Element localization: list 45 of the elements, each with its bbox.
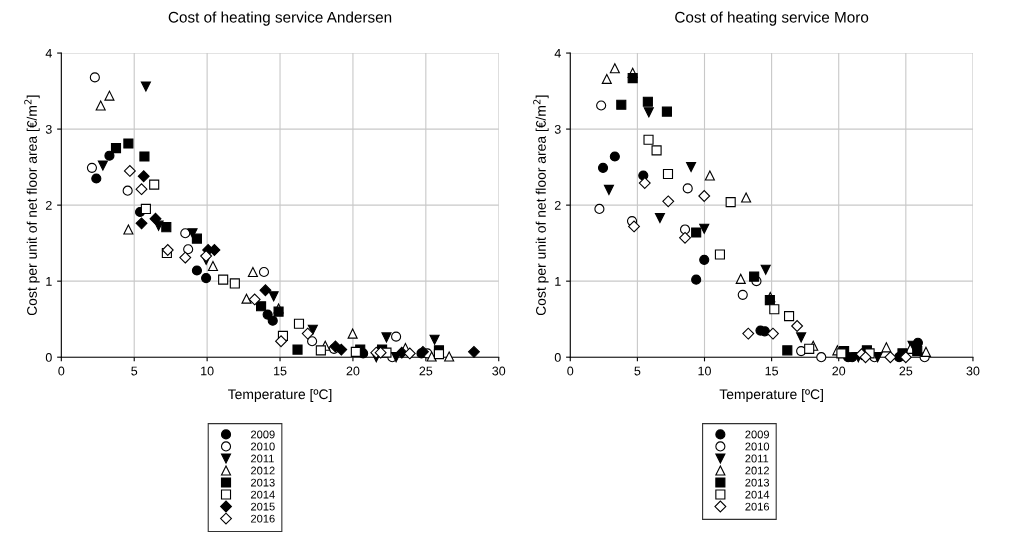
x-axis-title: Temperature [ºC]	[228, 388, 332, 402]
x-axis-title: Temperature [ºC]	[719, 388, 823, 402]
legend-label: 2011	[251, 454, 274, 463]
y-tick-label: 1	[555, 277, 561, 286]
legend-label: 2012	[251, 466, 275, 475]
legend-label: 2016	[251, 514, 275, 523]
legend-label: 2010	[251, 442, 275, 451]
x-tick-label: 10	[201, 366, 214, 376]
y-axis-title: Cost per unit of net floor area [€/m$^{2}$]	[533, 95, 549, 316]
x-tick-label: 25	[419, 366, 433, 376]
y-tick-label: 2	[554, 200, 561, 210]
legend-label: 2009	[251, 430, 275, 439]
x-tick-label: 15	[765, 366, 779, 376]
legend-label: 2013	[251, 478, 275, 487]
legend-label: 2014	[745, 490, 770, 499]
x-tick-label: 10	[698, 366, 711, 376]
legend-label: 2014	[251, 490, 275, 499]
chart-title: Cost of heating service Andersen	[168, 11, 392, 26]
chart-title: Cost of heating service Moro	[675, 11, 869, 26]
y-tick-label: 3	[45, 124, 52, 134]
legend-label: 2012	[745, 466, 769, 475]
x-tick-label: 20	[346, 366, 360, 376]
legend-label: 2016	[745, 502, 770, 511]
y-tick-label: 4	[45, 48, 52, 58]
x-tick-label: 25	[899, 366, 913, 376]
y-tick-label: 4	[554, 48, 561, 58]
x-tick-label: 0	[58, 366, 65, 376]
y-tick-label: 3	[554, 124, 561, 134]
x-tick-label: 30	[966, 366, 980, 376]
x-tick-label: 30	[492, 366, 506, 376]
legend-label: 2011	[745, 454, 769, 463]
y-tick-label: 0	[554, 352, 561, 362]
legend-label: 2013	[745, 478, 770, 487]
y-tick-label: 1	[46, 277, 52, 286]
y-axis-title: Cost per unit of net floor area [€/m$^{2}$]	[24, 95, 40, 316]
x-tick-label: 5	[634, 366, 641, 376]
x-tick-label: 20	[832, 366, 846, 376]
x-tick-label: 15	[274, 366, 287, 376]
x-tick-label: 0	[567, 366, 574, 376]
y-tick-label: 0	[45, 352, 52, 362]
legend-label: 2009	[745, 430, 770, 439]
x-tick-label: 5	[131, 366, 138, 376]
legend-label: 2010	[745, 442, 770, 451]
y-tick-label: 2	[45, 200, 52, 210]
legend-label: 2015	[251, 502, 275, 511]
